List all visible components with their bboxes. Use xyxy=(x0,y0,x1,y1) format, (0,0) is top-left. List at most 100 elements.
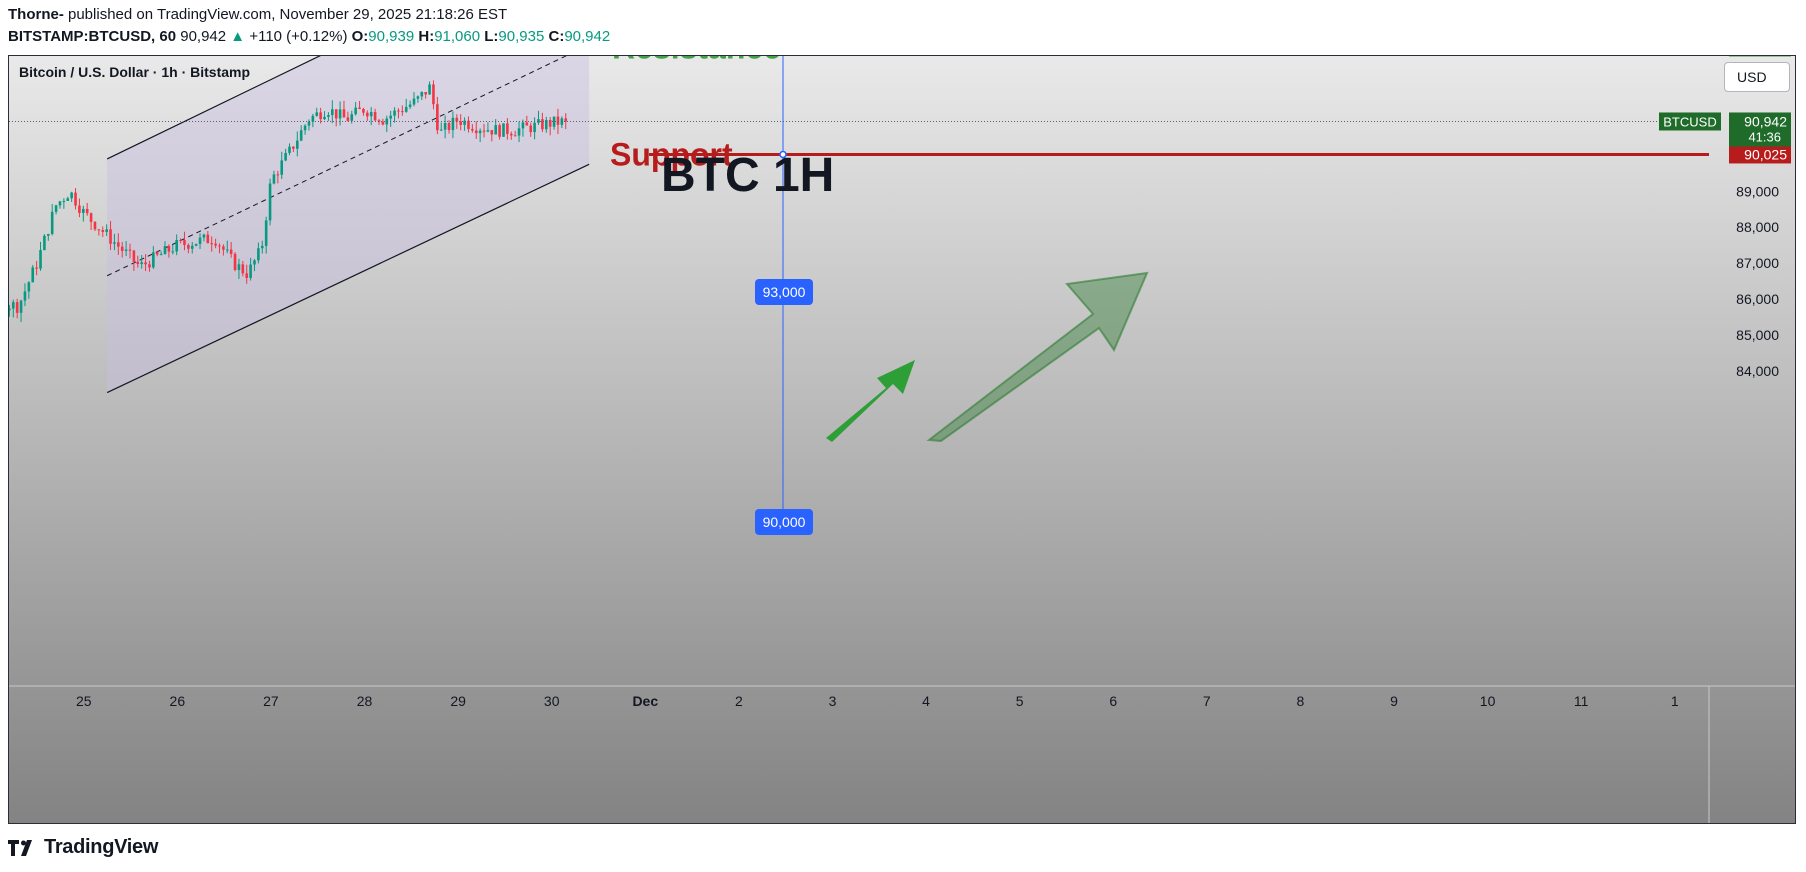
price-axis-tick: 84,000 xyxy=(1736,363,1779,379)
candle-body xyxy=(404,106,408,112)
candle-body xyxy=(548,119,552,127)
price-tag-support-bg xyxy=(1729,145,1791,164)
channel-lower-line[interactable] xyxy=(106,163,590,394)
measure-bottom-value: 90,000 xyxy=(763,514,806,530)
candle-body xyxy=(171,251,175,253)
candle-body xyxy=(393,110,396,116)
price-tag-countdown: 41:36 xyxy=(1748,129,1781,144)
candle-body xyxy=(163,246,167,255)
candle-body xyxy=(544,119,548,130)
measure-top-value: 93,000 xyxy=(763,284,806,300)
price-tag-last-bg xyxy=(1729,112,1791,147)
candle-body xyxy=(447,123,451,131)
high-label: H: xyxy=(418,28,435,45)
candle-body xyxy=(15,302,19,313)
candle-body xyxy=(455,117,459,122)
candle-body xyxy=(190,245,194,249)
candle-body xyxy=(105,229,108,232)
last-price-text: 90,942 xyxy=(180,28,227,45)
candle-body xyxy=(331,109,334,116)
candle-body xyxy=(280,160,284,175)
candle-body xyxy=(241,264,245,274)
candle-body xyxy=(299,130,303,141)
time-axis-tick: 25 xyxy=(76,693,92,709)
currency-button[interactable]: USD xyxy=(1724,62,1790,92)
candle-body xyxy=(467,120,470,129)
candle-body xyxy=(132,250,136,262)
candle-body xyxy=(175,240,178,252)
candle-body xyxy=(358,107,361,110)
measure-bottom-handle[interactable] xyxy=(779,150,787,159)
candle-body xyxy=(509,133,513,136)
open-value: 90,939 xyxy=(368,28,415,45)
candle-body xyxy=(474,130,478,134)
candle-body xyxy=(408,104,412,107)
triangle-up-icon: ▲ xyxy=(230,28,246,45)
close-value: 90,942 xyxy=(564,28,611,45)
candle-body xyxy=(272,174,276,184)
publish-info: published on TradingView.com, November 2… xyxy=(68,6,508,23)
candle-body xyxy=(366,112,369,117)
candle-body xyxy=(237,264,241,271)
symbol-tag-bg xyxy=(1659,112,1721,131)
candle-body xyxy=(66,198,70,201)
small-up-arrow[interactable] xyxy=(826,360,915,442)
time-axis-tick: 30 xyxy=(544,693,560,709)
candle-body xyxy=(70,192,73,199)
candle-body xyxy=(136,261,140,264)
candle-body xyxy=(362,109,365,113)
candle-body xyxy=(552,116,556,127)
change-text: +110 (+0.12%) xyxy=(249,28,348,45)
price-tag-support: 90,025 xyxy=(1744,146,1787,162)
candle-body xyxy=(517,128,521,136)
candle-body xyxy=(144,262,147,265)
candle-body xyxy=(397,110,400,112)
candle-body xyxy=(54,205,58,212)
channel-median-line[interactable] xyxy=(106,56,589,277)
time-axis-tick: 26 xyxy=(170,693,186,709)
candle-body xyxy=(206,234,210,244)
candle-body xyxy=(428,84,431,95)
candle-body xyxy=(43,235,46,251)
tradingview-logo[interactable]: TradingView xyxy=(8,836,158,859)
candle-body xyxy=(47,234,50,236)
time-axis-tick: 29 xyxy=(450,693,466,709)
candle-body xyxy=(541,119,544,130)
candle-body xyxy=(451,117,455,131)
candle-body xyxy=(307,121,311,126)
candle-body xyxy=(323,116,326,120)
measure-bottom-badge[interactable] xyxy=(755,509,813,535)
channel-upper-line[interactable] xyxy=(106,56,589,160)
candle-body xyxy=(389,115,392,119)
symbol-tag: BTCUSD xyxy=(1663,114,1716,129)
candle-body xyxy=(245,273,249,278)
candle-body xyxy=(482,130,486,132)
time-axis-tick: 27 xyxy=(263,693,279,709)
time-axis-tick: 4 xyxy=(922,693,930,709)
candle-body xyxy=(288,146,291,153)
candle-body xyxy=(249,264,252,278)
support-label: Support xyxy=(610,136,733,172)
candle-body xyxy=(101,230,105,232)
candle-body xyxy=(401,111,404,113)
candle-body xyxy=(167,246,171,252)
candle-body xyxy=(229,249,233,254)
candle-body xyxy=(113,242,116,244)
candle-body xyxy=(412,98,416,105)
tradingview-brand: TradingView xyxy=(44,836,159,858)
price-axis-tick: 86,000 xyxy=(1736,291,1779,307)
time-axis-tick: 10 xyxy=(1480,693,1496,709)
big-up-arrow[interactable] xyxy=(926,271,1149,443)
candle-body xyxy=(179,240,182,242)
candle-body xyxy=(416,96,420,99)
publisher-name[interactable]: Thorne- xyxy=(8,6,64,23)
resistance-label: Resistance xyxy=(612,56,781,66)
price-axis-tick: 89,000 xyxy=(1736,183,1779,199)
candle-body xyxy=(459,121,462,125)
price-axis-tick: 85,000 xyxy=(1736,327,1779,343)
candle-body xyxy=(478,130,482,134)
candle-body xyxy=(19,300,23,313)
measure-top-badge[interactable] xyxy=(755,279,813,305)
candle-body xyxy=(420,91,424,97)
